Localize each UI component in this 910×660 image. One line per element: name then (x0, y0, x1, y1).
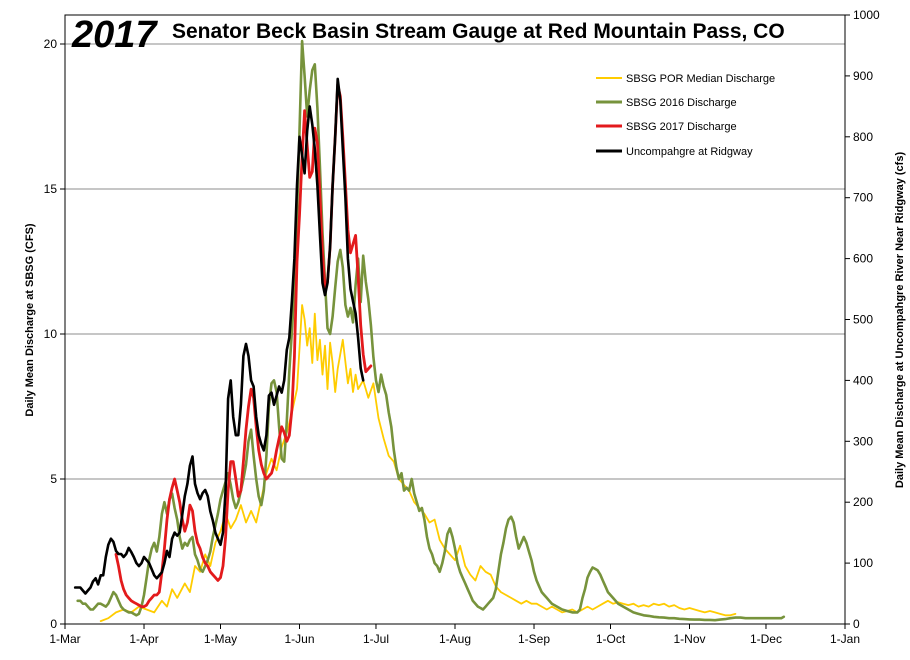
y-right-tick-label: 500 (853, 313, 873, 327)
x-tick-label: 1-Dec (750, 632, 782, 646)
x-tick-label: 1-Jan (830, 632, 860, 646)
x-tick-label: 1-Apr (129, 632, 158, 646)
y-right-tick-label: 0 (853, 617, 860, 631)
x-tick-label: 1-Jul (363, 632, 389, 646)
y-axis-left-title: Daily Mean Discharge at SBSG (CFS) (24, 223, 36, 416)
y-right-tick-label: 200 (853, 495, 873, 509)
y-axis-right-title: Daily Mean Discharge at Uncompahgre Rive… (894, 152, 906, 489)
x-tick-label: 1-Mar (49, 632, 80, 646)
y-right-tick-label: 600 (853, 252, 873, 266)
y-right-tick-label: 100 (853, 556, 873, 570)
x-tick-label: 1-Sep (518, 632, 550, 646)
y-right-tick-label: 300 (853, 434, 873, 448)
year-label: 2017 (71, 14, 158, 56)
series-group (73, 39, 786, 622)
y-right-tick-label: 800 (853, 130, 873, 144)
y-right-tick-label: 1000 (853, 8, 880, 22)
legend: SBSG POR Median Discharge SBSG 2016 Disc… (596, 73, 775, 158)
y-left-tick-label: 15 (44, 182, 58, 196)
series-ridgway-line (73, 77, 365, 595)
y-left-tick-label: 5 (50, 472, 57, 486)
legend-label-por-median: SBSG POR Median Discharge (626, 73, 775, 85)
y-left-tick-label: 20 (44, 37, 58, 51)
y-right-tick-label: 900 (853, 69, 873, 83)
legend-label-2017: SBSG 2017 Discharge (626, 121, 737, 133)
legend-label-ridgway: Uncompahgre at Ridgway (626, 146, 753, 158)
x-tick-label: 1-Jun (284, 632, 314, 646)
axes: 0510152001002003004005006007008009001000… (44, 8, 880, 646)
x-tick-label: 1-Aug (439, 632, 471, 646)
y-left-tick-label: 10 (44, 327, 58, 341)
chart-title: Senator Beck Basin Stream Gauge at Red M… (172, 20, 785, 43)
legend-label-2016: SBSG 2016 Discharge (626, 97, 737, 109)
x-tick-label: 1-Oct (596, 632, 626, 646)
y-right-tick-label: 400 (853, 373, 873, 387)
x-tick-label: 1-May (204, 632, 237, 646)
y-left-tick-label: 0 (50, 617, 57, 631)
x-tick-label: 1-Nov (674, 632, 706, 646)
y-right-tick-label: 700 (853, 191, 873, 205)
